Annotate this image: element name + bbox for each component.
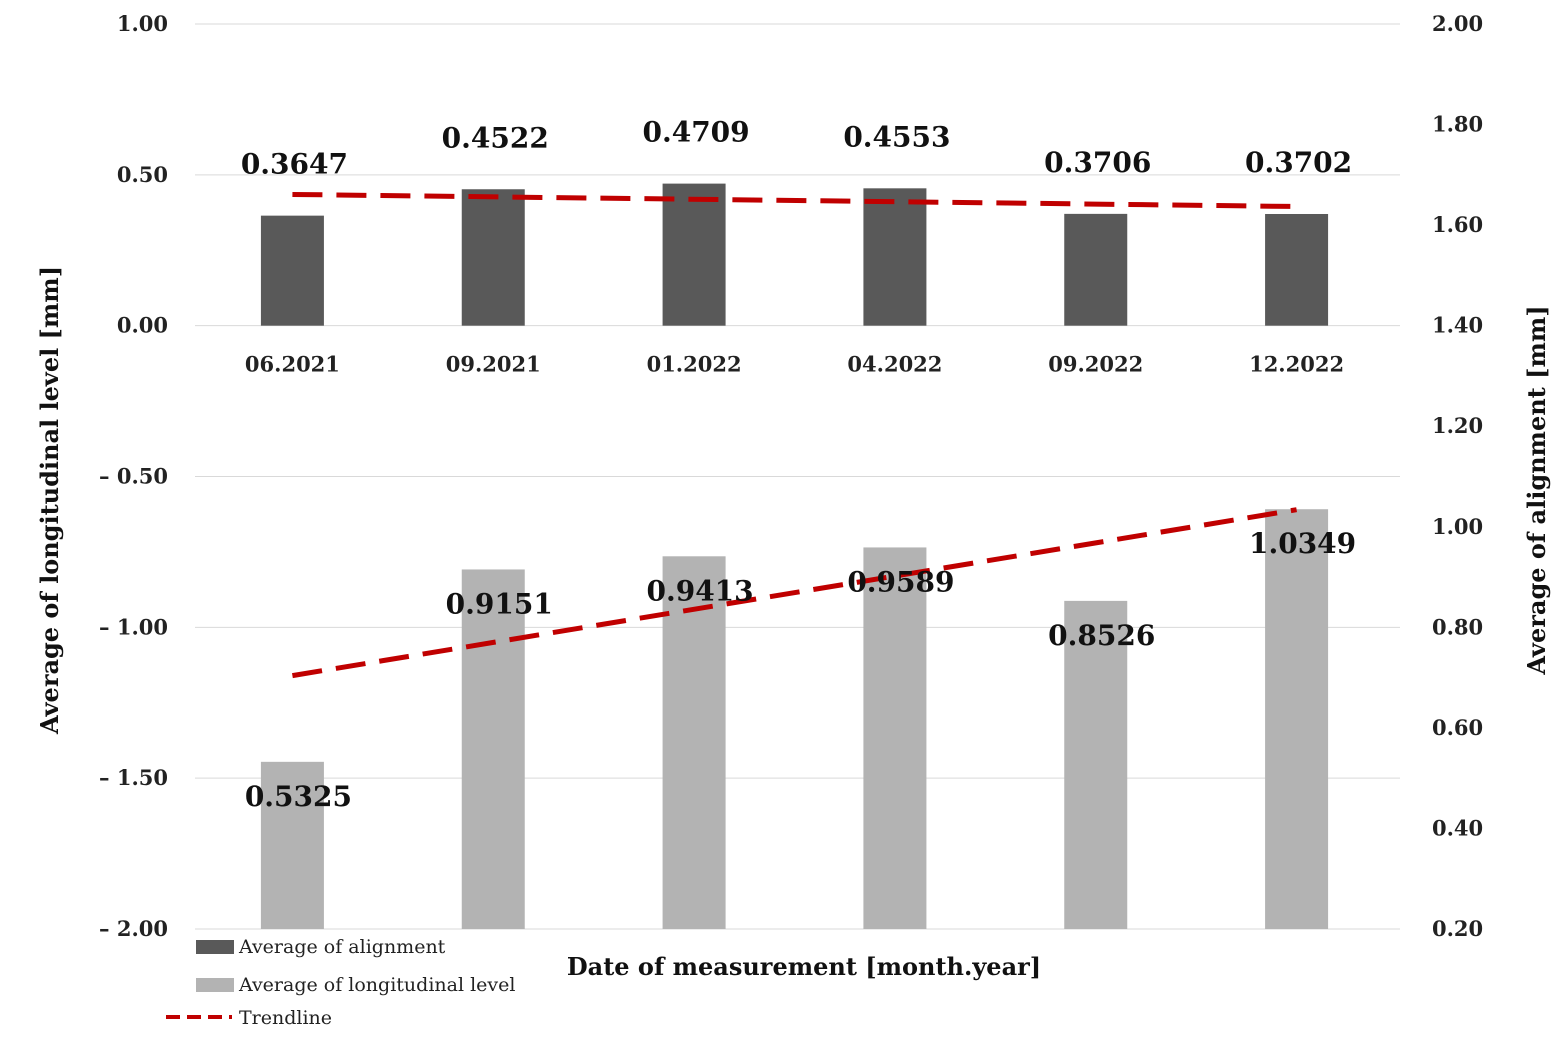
right-tick-label: 1.20 <box>1432 413 1483 438</box>
category-label: 06.2021 <box>245 352 340 377</box>
gridlines <box>195 23 1400 930</box>
right-tick-label: 0.40 <box>1432 815 1483 840</box>
alignment-data-label: 0.3702 <box>1245 146 1352 179</box>
longitudinal-bar <box>662 556 726 929</box>
alignment-bar <box>461 189 525 326</box>
category-label: 09.2021 <box>446 352 541 377</box>
data-labels: 0.3647 0.4522 0.4709 0.4553 0.3706 0.3702 0.53… <box>241 116 1356 813</box>
right-tick-label: 1.40 <box>1432 313 1483 338</box>
alignment-bar <box>863 188 927 326</box>
longitudinal-bar <box>260 761 324 929</box>
right-tick-label: 0.60 <box>1432 715 1483 740</box>
category-label: 01.2022 <box>647 352 742 377</box>
category-label: 12.2022 <box>1249 352 1344 377</box>
left-axis-title: Average of longitudinal level [mm] <box>35 266 64 735</box>
alignment-bar <box>1265 213 1329 326</box>
left-tick-label: – 2.00 <box>99 916 168 941</box>
right-tick-label: 1.80 <box>1432 112 1483 137</box>
alignment-data-label: 0.4553 <box>843 120 950 153</box>
right-tick-label: 2.00 <box>1432 11 1483 36</box>
longitudinal-bar <box>461 569 525 929</box>
alignment-data-label: 0.3706 <box>1044 146 1151 179</box>
longitudinal-data-label: 0.9151 <box>446 587 553 620</box>
alignment-bar <box>260 215 324 326</box>
right-axis-ticks: 2.00 1.80 1.60 1.40 1.20 1.00 0.80 0.60 0.40 0.20 <box>1432 11 1483 941</box>
left-tick-label: 0.50 <box>117 162 168 187</box>
x-axis-title: Date of measurement [month.year] <box>567 952 1041 981</box>
left-tick-label: – 0.50 <box>99 464 168 489</box>
legend-label-trendline: Trendline <box>239 1007 332 1029</box>
category-labels: 06.2021 09.2021 01.2022 04.2022 09.2022 12.20… <box>245 352 1344 377</box>
legend-label-alignment: Average of alignment <box>238 936 446 958</box>
legend-swatch-longitudinal <box>196 978 234 992</box>
category-label: 09.2022 <box>1048 352 1143 377</box>
right-tick-label: 0.80 <box>1432 614 1483 639</box>
right-tick-label: 1.00 <box>1432 514 1483 539</box>
trendlines <box>292 191 1297 679</box>
left-tick-label: – 1.00 <box>99 614 168 639</box>
left-tick-label: 0.00 <box>117 313 168 338</box>
alignment-data-label: 0.4709 <box>642 116 749 149</box>
legend-swatch-alignment <box>196 940 234 954</box>
bars <box>260 183 1329 929</box>
alignment-bar <box>1064 213 1128 326</box>
right-axis-title: Average of alignment [mm] <box>1522 305 1551 675</box>
alignment-data-label: 0.4522 <box>442 121 549 154</box>
longitudinal-bar <box>863 547 927 929</box>
category-label: 04.2022 <box>847 352 942 377</box>
legend: Average of alignment Average of longitud… <box>166 936 515 1029</box>
left-tick-label: – 1.50 <box>99 765 168 790</box>
longitudinal-data-label: 0.9589 <box>847 565 954 598</box>
legend-label-longitudinal: Average of longitudinal level <box>238 974 515 996</box>
right-tick-label: 1.60 <box>1432 212 1483 237</box>
longitudinal-data-label: 0.9413 <box>646 574 753 607</box>
longitudinal-data-label: 1.0349 <box>1249 527 1356 560</box>
right-tick-label: 0.20 <box>1432 916 1483 941</box>
longitudinal-bar <box>1265 509 1329 929</box>
left-tick-label: 1.00 <box>117 11 168 36</box>
longitudinal-trendline <box>292 507 1297 679</box>
longitudinal-data-label: 0.8526 <box>1048 619 1155 652</box>
alignment-data-label: 0.3647 <box>241 148 348 181</box>
left-axis-ticks: 1.00 0.50 0.00 – 0.50 – 1.00 – 1.50 – 2.00 <box>99 11 168 941</box>
longitudinal-bar <box>1064 600 1128 929</box>
alignment-trendline <box>292 191 1297 210</box>
alignment-bar <box>662 183 726 326</box>
longitudinal-data-label: 0.5325 <box>245 780 352 813</box>
